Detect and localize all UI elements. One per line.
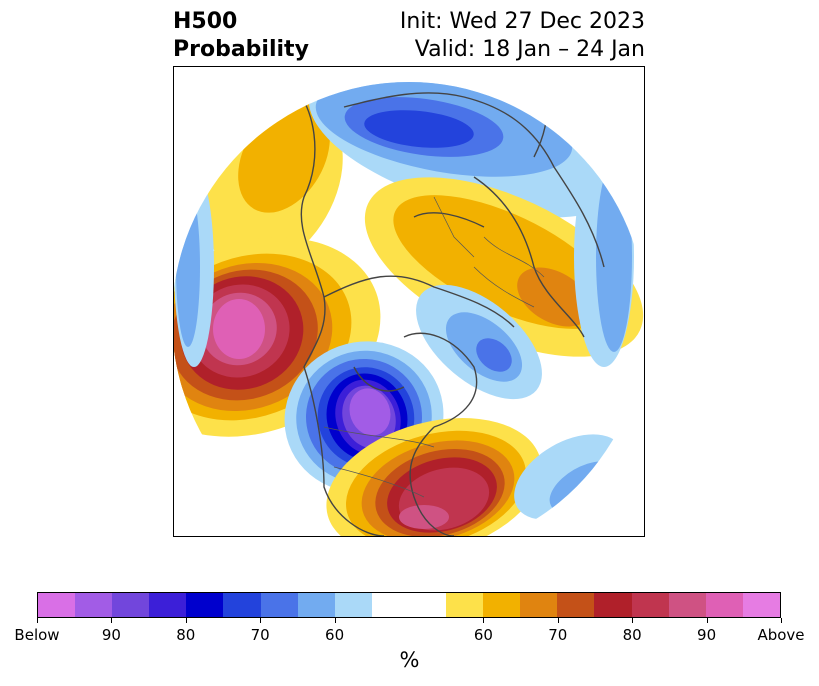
colorbar-tick: [260, 618, 262, 623]
anomaly-baffin-below: [416, 284, 542, 400]
colorbar-tick: [37, 618, 38, 623]
colorbar-segment: [260, 593, 298, 617]
anomaly-southeast-us-above: [326, 418, 542, 536]
colorbar-labels: Below 90 80 70 60 60 70 80 90 Above: [0, 626, 819, 648]
colorbar-tick: [706, 618, 708, 623]
borders: [323, 196, 545, 498]
colorbar-tick-label: 90: [101, 626, 121, 644]
colorbar-tick-label: 70: [250, 626, 270, 644]
colorbar-tick: [483, 618, 485, 623]
anomaly-russia-above: [364, 177, 644, 357]
anomaly-pacific-edge-below: [174, 167, 214, 367]
colorbar-segment: [742, 593, 780, 617]
colorbar-tick-label: 60: [473, 626, 493, 644]
colorbar-tick: [334, 618, 336, 623]
colorbar-tick-label: Below: [14, 626, 60, 644]
colorbar-segment: [371, 593, 409, 617]
colorbar-segment: [112, 593, 150, 617]
colorbar-segment: [557, 593, 595, 617]
colorbar-tick-label: 80: [176, 626, 196, 644]
colorbar-tick-label: 60: [325, 626, 345, 644]
title-type: Probability: [173, 37, 309, 62]
map-panel: [173, 66, 645, 537]
title-right: Init: Wed 27 Dec 2023 Valid: 18 Jan – 24…: [400, 8, 645, 64]
colorbar-segment: [483, 593, 521, 617]
colorbar-segment: [594, 593, 632, 617]
colorbar-segment: [334, 593, 372, 617]
colorbar-segment: [149, 593, 187, 617]
valid-range: Valid: 18 Jan – 24 Jan: [414, 37, 645, 62]
title-left: H500 Probability: [173, 8, 309, 64]
colorbar-tick: [185, 618, 187, 623]
probability-map: [174, 82, 644, 536]
colorbar-segment: [38, 593, 76, 617]
colorbar-segment: [705, 593, 743, 617]
colorbar-tick: [111, 618, 113, 623]
colorbar-segment: [186, 593, 224, 617]
colorbar-segment: [631, 593, 669, 617]
colorbar-tick: [632, 618, 634, 623]
colorbar-segment: [668, 593, 706, 617]
colorbar-unit: %: [399, 648, 420, 672]
colorbar-tick-label: 70: [548, 626, 568, 644]
init-date: Init: Wed 27 Dec 2023: [399, 9, 645, 34]
colorbar: [37, 592, 781, 618]
colorbar-tick-label: Above: [757, 626, 805, 644]
colorbar-tick: [781, 618, 782, 623]
colorbar-segment: [223, 593, 261, 617]
colorbar-tick-label: 80: [622, 626, 642, 644]
colorbar-segment: [75, 593, 113, 617]
title-variable: H500: [173, 9, 238, 34]
coastlines: [293, 86, 605, 536]
colorbar-segment: [520, 593, 558, 617]
colorbar-segment: [446, 593, 484, 617]
colorbar-segment: [408, 593, 447, 617]
colorbar-tick-label: 90: [697, 626, 717, 644]
colorbar-tick: [557, 618, 559, 623]
colorbar-segment: [297, 593, 335, 617]
